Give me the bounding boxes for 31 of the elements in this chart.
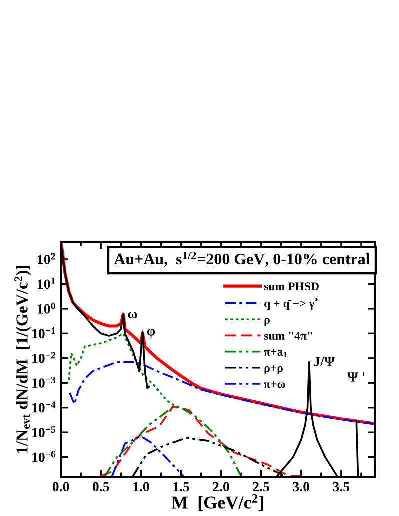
x-axis-title: M [GeV/c$^{2}$] [172,494,264,512]
y-axis-title: 1/N$_{evt}$ dN/dM [1/(GeV/c$^{2}$)] [14,266,32,454]
y-tick-label: 10$^{−3}$ [32,376,56,388]
annotation: Au+Au, s$^{1/2}$=200 GeV, 0-10% central [114,252,370,267]
y-tick-label: 10$^{1}$ [38,278,56,290]
x-tick-label: 0.0 [52,482,70,492]
x-tick-label: 1.5 [174,482,190,492]
x-tick-label: 2.5 [253,482,270,492]
legend-label: π+a$_{1}$ [264,349,287,358]
annotation: φ [147,329,156,339]
legend-label: ρ [264,318,270,326]
y-tick-label: 10$^{0}$ [38,302,56,314]
legend-label: sum PHSD [264,282,319,291]
x-tick-label: 3.0 [293,482,310,492]
annotation: Ψ ' [348,372,365,382]
x-tick-label: 3.5 [333,482,350,492]
y-tick-label: 10$^{−2}$ [32,352,56,364]
legend-label: π+ω [264,381,286,388]
legend-label: ρ+ρ [264,365,283,375]
x-tick-label: 2.0 [213,482,230,492]
y-tick-label: 10$^{−5}$ [32,426,56,438]
legend-label: q + q̄ −> γ$^{*}$ [264,298,319,310]
x-tick-label: 0.5 [92,482,110,492]
y-tick-label: 10$^{−4}$ [32,402,56,413]
legend-label: sum "4π" [264,332,312,340]
y-tick-label: 10$^{−6}$ [32,451,56,462]
annotation: J/Ψ [314,357,336,366]
annotation: ω [128,312,138,319]
y-tick-label: 10$^{2}$ [38,253,56,264]
x-tick-label: 1.0 [134,482,150,492]
y-tick-label: 10$^{−1}$ [32,328,56,339]
